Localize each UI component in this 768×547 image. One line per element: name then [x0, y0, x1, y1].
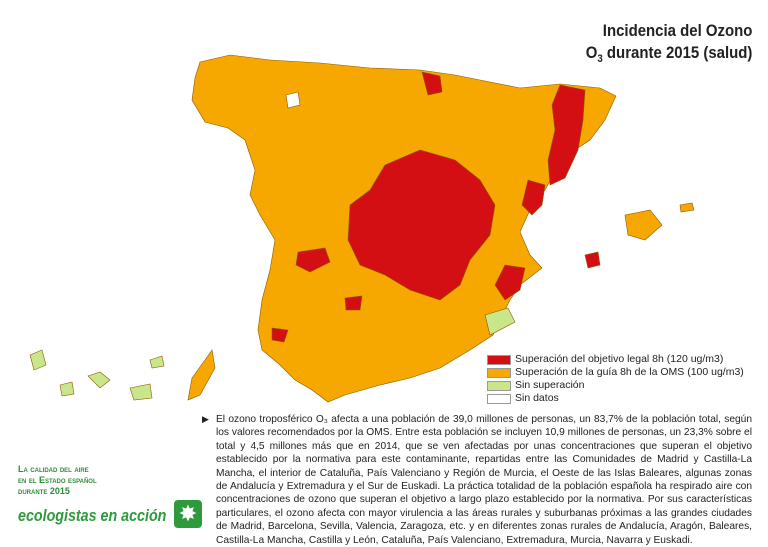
report-title: La calidad del aire en el Estado español… [18, 464, 97, 497]
report-line-1: La calidad del aire [18, 464, 89, 474]
mallorca [624, 209, 663, 241]
andalucia-red-patch [344, 295, 363, 311]
legend-item: Sin datos [487, 392, 744, 405]
central-red-region [347, 149, 496, 301]
ibiza-red [584, 251, 601, 269]
report-line-3: durante 2015 [18, 486, 70, 496]
sun-flower-logo-icon: ✸ [174, 500, 202, 528]
map-title: Incidencia del Ozono O3 durante 2015 (sa… [585, 20, 752, 65]
extremadura-red-patch [295, 247, 331, 273]
canary-5 [149, 355, 165, 369]
north-red-region [421, 71, 443, 96]
huelva-red-patch [271, 327, 289, 343]
legend-item: Sin superación [487, 379, 744, 392]
no-data-patch [285, 91, 301, 109]
brand-name: ecologistas en acción [18, 506, 167, 525]
title-line-2: O3 durante 2015 (salud) [585, 42, 752, 65]
catalonia-red-region [547, 84, 586, 186]
title-o: O [585, 43, 597, 62]
legend-label: Superación de la guía 8h de la OMS (100 … [515, 366, 744, 378]
description-text: El ozono troposférico O₃ afecta a una po… [216, 414, 752, 546]
alicante-green-patch [484, 307, 516, 336]
menorca [679, 202, 695, 213]
canary-fuerteventura [187, 349, 216, 401]
report-line-2: en el Estado español [18, 475, 97, 485]
title-sub: 3 [596, 53, 603, 65]
canary-4 [129, 383, 153, 401]
description-text-block: ▶ El ozono troposférico O₃ afecta a una … [202, 413, 752, 547]
legend-label: Sin datos [515, 392, 559, 404]
bullet-triangle-icon: ▶ [202, 414, 209, 424]
title-rest: durante 2015 (salud) [602, 43, 752, 62]
ozone-map [29, 54, 695, 403]
canary-2 [59, 381, 75, 397]
legend: Superación del objetivo legal 8h (120 ug… [487, 353, 744, 405]
canary-1 [29, 349, 47, 371]
legend-swatch-white [487, 393, 511, 404]
legend-item: Superación del objetivo legal 8h (120 ug… [487, 353, 744, 366]
murcia-red-region [494, 264, 526, 301]
valencia-red-region [521, 179, 546, 216]
title-line-1: Incidencia del Ozono [602, 21, 752, 40]
legend-item: Superación de la guía 8h de la OMS (100 … [487, 366, 744, 379]
legend-swatch-green [487, 380, 511, 391]
legend-swatch-orange [487, 367, 511, 378]
legend-label: Sin superación [515, 379, 585, 391]
canary-3 [87, 371, 111, 389]
legend-label: Superación del objetivo legal 8h (120 ug… [515, 353, 724, 365]
legend-swatch-red [487, 354, 511, 365]
